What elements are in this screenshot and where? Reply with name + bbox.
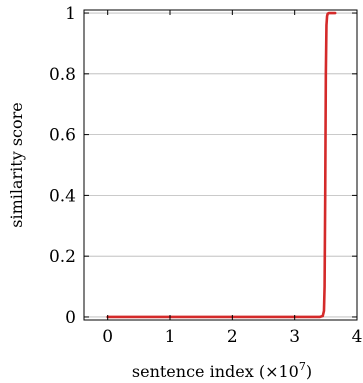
plot-frame — [83, 9, 358, 321]
y-tick-label: 0.2 — [49, 247, 76, 267]
series-group — [106, 11, 337, 319]
x-tick-label: 3 — [289, 327, 300, 347]
x-tick-label: 2 — [227, 327, 238, 347]
y-tick-label: 0 — [65, 308, 76, 328]
tick-labels: 0 0.2 0.4 0.6 0.8 1 0 1 2 3 4 — [49, 4, 362, 347]
x-axis-label-exponent: 7 — [299, 360, 306, 373]
grid-lines — [84, 12, 357, 318]
x-tick-label: 4 — [352, 327, 363, 347]
ticks — [84, 10, 358, 320]
series-line — [106, 11, 337, 319]
x-tick-label: 0 — [102, 327, 113, 347]
x-axis-label: sentence index (×107) — [132, 360, 312, 381]
y-tick-label: 0.8 — [49, 65, 76, 85]
x-axis-label-suffix: ) — [306, 362, 312, 381]
x-tick-label: 1 — [165, 327, 176, 347]
y-tick-label: 0.4 — [49, 186, 76, 206]
y-tick-label: 1 — [65, 4, 76, 24]
y-tick-label: 0.6 — [49, 126, 76, 146]
y-axis-label: similarity score — [7, 102, 26, 228]
